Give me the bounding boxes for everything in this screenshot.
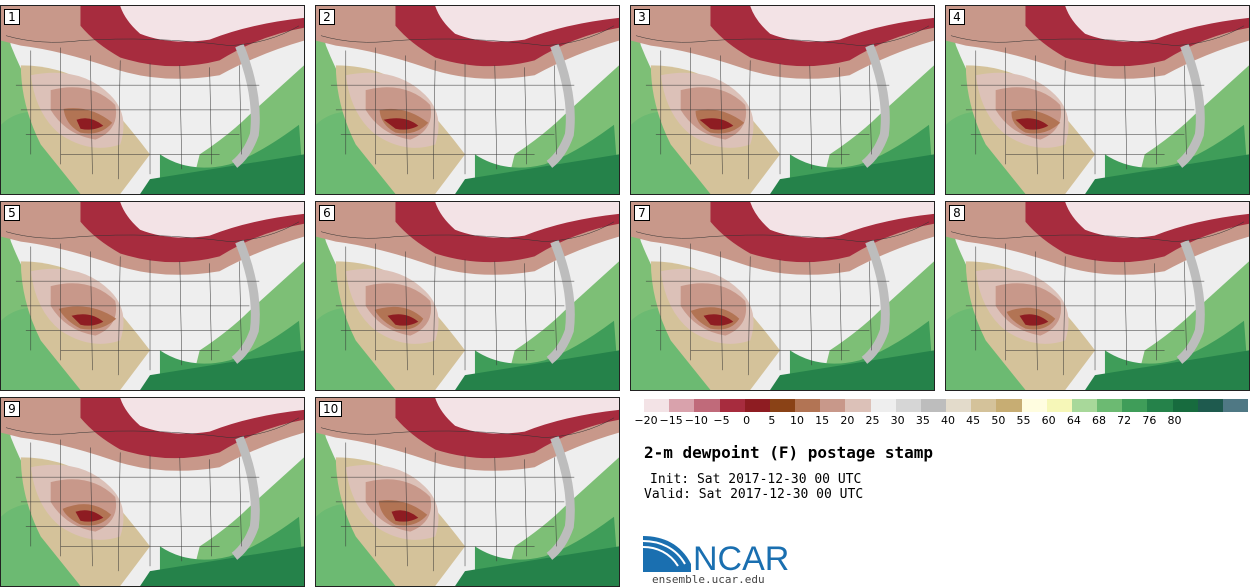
- colorbar-segment: [719, 399, 745, 412]
- colorbar-segment: [820, 399, 846, 412]
- colorbar-segment: [870, 399, 896, 412]
- panel-number: 2: [319, 9, 335, 25]
- colorbar-segment: [644, 399, 670, 412]
- colorbar-tick-label: 15: [815, 414, 830, 427]
- colorbar-ticks: −20 −15 −10 −5 0 5 10 15 20 25 30 35 40 45 50 55 60 64 68 7…: [634, 414, 1248, 430]
- colorbar-tick-label: 50: [991, 414, 1006, 427]
- colorbar-segment: [1071, 399, 1098, 412]
- panel-number: 10: [319, 401, 343, 417]
- colorbar-segment: [946, 399, 972, 412]
- colorbar-tick-label: −5: [713, 414, 730, 427]
- chart-title: 2-m dewpoint (F) postage stamp: [644, 443, 933, 462]
- colorbar-segment: [669, 399, 695, 412]
- colorbar-tick-label: 45: [966, 414, 981, 427]
- map-panel-6: 6: [315, 201, 620, 391]
- colorbar-segment: [971, 399, 997, 412]
- colorbar-tick-label: 64: [1066, 414, 1081, 427]
- colorbar-tick-label: 76: [1142, 414, 1157, 427]
- panel-number: 4: [949, 9, 965, 25]
- colorbar-tick-label: −15: [659, 414, 683, 427]
- colorbar-tick-label: 20: [840, 414, 855, 427]
- colorbar-segment: [1147, 399, 1173, 412]
- colorbar-tick-label: −20: [634, 414, 658, 427]
- colorbar-tick-label: 35: [915, 414, 930, 427]
- colorbar-segment: [744, 399, 770, 412]
- colorbar-tick-label: 5: [768, 414, 776, 427]
- colorbar-segment: [1197, 399, 1223, 412]
- panel-number: 9: [4, 401, 20, 417]
- map-panel-7: 7: [630, 201, 935, 391]
- colorbar-segment: [920, 399, 947, 412]
- map-panel-10: 10: [315, 397, 620, 587]
- colorbar-segment: [694, 399, 720, 412]
- panel-number: 7: [634, 205, 650, 221]
- ncar-logo: NCAR: [643, 536, 789, 574]
- map-panel-1: 1: [0, 5, 305, 195]
- colorbar-segment: [1046, 399, 1072, 412]
- panel-number: 1: [4, 9, 20, 25]
- colorbar-segment: [845, 399, 871, 412]
- colorbar-tick-label: 68: [1092, 414, 1106, 427]
- colorbar-segment: [795, 399, 821, 412]
- valid-time: Valid: Sat 2017-12-30 00 UTC: [644, 487, 864, 502]
- colorbar: [644, 399, 1249, 412]
- colorbar-tick-label: 0: [743, 414, 751, 427]
- colorbar-tick-label: 40: [941, 414, 955, 427]
- map-panel-2: 2: [315, 5, 620, 195]
- map-panel-5: 5: [0, 201, 305, 391]
- colorbar-segment: [895, 399, 921, 412]
- ncar-logo-text: NCAR: [693, 540, 789, 574]
- map-panel-9: 9: [0, 397, 305, 587]
- colorbar-tick-label: 10: [790, 414, 804, 427]
- colorbar-segment: [1021, 399, 1047, 412]
- website-link[interactable]: ensemble.ucar.edu: [652, 573, 765, 586]
- colorbar-segment: [1172, 399, 1198, 412]
- colorbar-segment: [769, 399, 796, 412]
- panel-number: 6: [319, 205, 335, 221]
- colorbar-tick-label: 72: [1117, 414, 1132, 427]
- colorbar-segment: [1122, 399, 1148, 412]
- colorbar-tick-label: 55: [1016, 414, 1031, 427]
- init-time: Init: Sat 2017-12-30 00 UTC: [650, 472, 862, 487]
- map-panel-3: 3: [630, 5, 935, 195]
- map-panel-8: 8: [945, 201, 1250, 391]
- colorbar-segment: [1222, 399, 1249, 412]
- panel-number: 5: [4, 205, 20, 221]
- colorbar-tick-label: 30: [890, 414, 905, 427]
- panel-number: 3: [634, 9, 650, 25]
- map-panel-4: 4: [945, 5, 1250, 195]
- colorbar-tick-label: 25: [865, 414, 880, 427]
- colorbar-tick-label: 80: [1167, 414, 1182, 427]
- colorbar-tick-label: 60: [1041, 414, 1056, 427]
- colorbar-segment: [996, 399, 1022, 412]
- colorbar-tick-label: −10: [684, 414, 708, 427]
- colorbar-segment: [1097, 399, 1123, 412]
- panel-number: 8: [949, 205, 965, 221]
